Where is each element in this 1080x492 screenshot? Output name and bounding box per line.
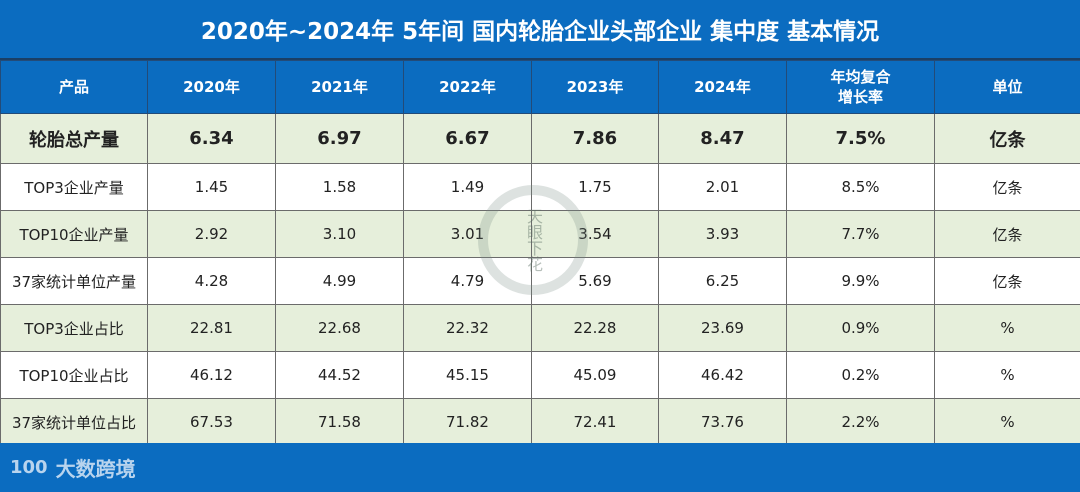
table-row: TOP10企业产量 2.92 3.10 3.01 3.54 3.93 7.7% 亿条	[0, 210, 1080, 258]
table-cell: 6.97	[275, 113, 404, 164]
table-cell: 1.45	[147, 163, 276, 211]
table-cell: 1.49	[403, 163, 532, 211]
table-cell: 2.92	[147, 210, 276, 258]
table-cell: %	[934, 398, 1080, 446]
row-label: 轮胎总产量	[0, 113, 148, 164]
table-cell: 45.15	[403, 351, 532, 399]
table-cell: 1.58	[275, 163, 404, 211]
table-cell: 71.82	[403, 398, 532, 446]
header-row: 产品 2020年 2021年 2022年 2023年 2024年 年均复合 增长率 单位	[0, 60, 1080, 114]
table-cell: 亿条	[934, 113, 1080, 164]
table-row: 37家统计单位占比 67.53 71.58 71.82 72.41 73.76 2.2%%	[0, 398, 1080, 446]
table-cell: 73.76	[658, 398, 787, 446]
data-table: 产品 2020年 2021年 2022年 2023年 2024年 年均复合 增长率 单位 轮胎…	[0, 60, 1080, 446]
row-label: TOP10企业占比	[0, 351, 148, 399]
table-cell: 7.86	[531, 113, 659, 164]
table-cell: 1.75	[531, 163, 659, 211]
table-cell: 8.5%	[786, 163, 935, 211]
table-cell: 6.67	[403, 113, 532, 164]
table-cell: 22.28	[531, 304, 659, 352]
footer: 100 大数跨境	[0, 443, 1080, 492]
column-header: 产品	[0, 60, 148, 114]
table-cell: 44.52	[275, 351, 404, 399]
table-cell: 0.2%	[786, 351, 935, 399]
table-cell: 22.32	[403, 304, 532, 352]
table-cell: %	[934, 351, 1080, 399]
table-cell: 22.68	[275, 304, 404, 352]
table-title: 2020年~2024年 5年间 国内轮胎企业头部企业 集中度 基本情况	[0, 0, 1080, 60]
table-cell: 46.12	[147, 351, 276, 399]
table-row: TOP3企业占比 22.81 22.68 22.32 22.28 23.69 0.9%%	[0, 304, 1080, 352]
table-cell: 3.01	[403, 210, 532, 258]
table-cell: 3.93	[658, 210, 787, 258]
row-label: 37家统计单位占比	[0, 398, 148, 446]
brand-name: 大数跨境	[55, 457, 136, 481]
table-cell: 46.42	[658, 351, 787, 399]
column-header: 单位	[934, 60, 1080, 114]
table-cell: 7.5%	[786, 113, 935, 164]
table-cell: 4.28	[147, 257, 276, 305]
table-cell: 23.69	[658, 304, 787, 352]
row-label: 37家统计单位产量	[0, 257, 148, 305]
table-row: TOP10企业占比 46.12 44.52 45.15 45.09 46.42 0.2%%	[0, 351, 1080, 399]
table-cell: 3.54	[531, 210, 659, 258]
table-cell: 亿条	[934, 210, 1080, 258]
column-header: 2022年	[403, 60, 532, 114]
brand-logo-icon: 100	[10, 457, 48, 478]
table-cell: 4.99	[275, 257, 404, 305]
table-row: 轮胎总产量 6.34 6.97 6.67 7.86 8.47 7.5% 亿条	[0, 113, 1080, 164]
column-header: 年均复合 增长率	[786, 60, 935, 114]
table-cell: 71.58	[275, 398, 404, 446]
table-cell: 4.79	[403, 257, 532, 305]
table-cell: 45.09	[531, 351, 659, 399]
table-row: 37家统计单位产量 4.28 4.99 4.79 5.69 6.25 9.9% 亿条	[0, 257, 1080, 305]
column-header: 2023年	[531, 60, 659, 114]
table-cell: 3.10	[275, 210, 404, 258]
row-label: TOP3企业占比	[0, 304, 148, 352]
table-row: TOP3企业产量 1.45 1.58 1.49 1.75 2.01 8.5% 亿条	[0, 163, 1080, 211]
table-cell: 9.9%	[786, 257, 935, 305]
table-cell: 8.47	[658, 113, 787, 164]
table-cell: 72.41	[531, 398, 659, 446]
row-label: TOP3企业产量	[0, 163, 148, 211]
table-cell: 亿条	[934, 163, 1080, 211]
column-header: 2020年	[147, 60, 276, 114]
table-cell: 0.9%	[786, 304, 935, 352]
table-cell: 7.7%	[786, 210, 935, 258]
column-header: 2021年	[275, 60, 404, 114]
row-label: TOP10企业产量	[0, 210, 148, 258]
table-cell: %	[934, 304, 1080, 352]
table-cell: 22.81	[147, 304, 276, 352]
table-cell: 5.69	[531, 257, 659, 305]
table-cell: 2.2%	[786, 398, 935, 446]
table-cell: 6.34	[147, 113, 276, 164]
column-header: 2024年	[658, 60, 787, 114]
table-cell: 2.01	[658, 163, 787, 211]
table-cell: 6.25	[658, 257, 787, 305]
table-cell: 67.53	[147, 398, 276, 446]
table-cell: 亿条	[934, 257, 1080, 305]
